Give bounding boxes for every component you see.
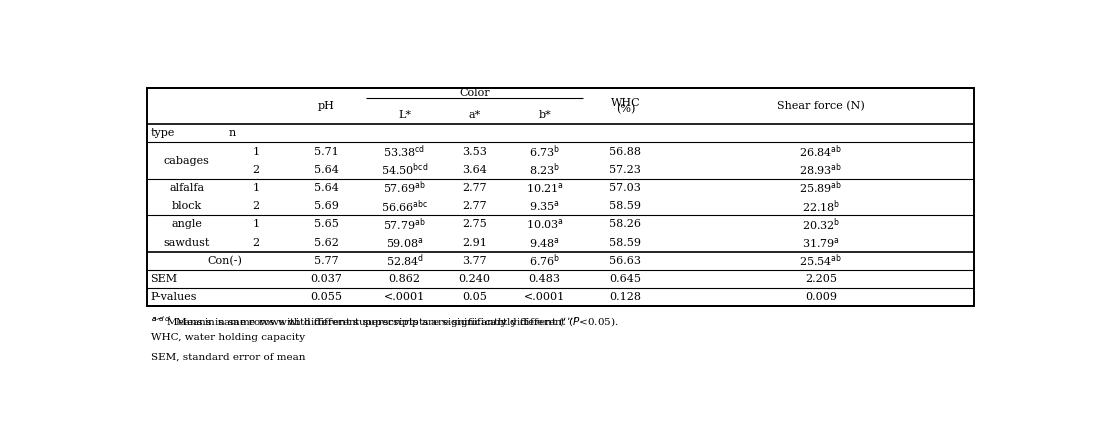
Text: 9.48$^{\rm a}$: 9.48$^{\rm a}$ [529, 236, 560, 250]
Text: 5.64: 5.64 [313, 165, 339, 175]
Text: 2.77: 2.77 [463, 183, 487, 193]
Text: 28.93$^{\rm ab}$: 28.93$^{\rm ab}$ [799, 162, 843, 178]
Text: 5.69: 5.69 [313, 201, 339, 211]
Text: type: type [150, 128, 175, 139]
Text: 20.32$^{\rm b}$: 20.32$^{\rm b}$ [801, 216, 840, 233]
Text: 2: 2 [252, 201, 260, 211]
Text: <.0001: <.0001 [524, 292, 566, 302]
Text: 3.64: 3.64 [463, 165, 487, 175]
Text: SEM, standard error of mean: SEM, standard error of mean [150, 353, 305, 362]
Text: 57.69$^{\rm ab}$: 57.69$^{\rm ab}$ [384, 180, 426, 196]
Text: 22.18$^{\rm b}$: 22.18$^{\rm b}$ [801, 198, 840, 215]
Text: 5.77: 5.77 [313, 256, 339, 266]
Text: L*: L* [398, 110, 411, 120]
Text: 31.79$^{\rm a}$: 31.79$^{\rm a}$ [802, 236, 840, 250]
Text: 59.08$^{\rm a}$: 59.08$^{\rm a}$ [386, 236, 423, 250]
Text: 2: 2 [252, 238, 260, 248]
Text: 56.63: 56.63 [609, 256, 641, 266]
Text: 0.645: 0.645 [609, 274, 641, 284]
Text: 5.65: 5.65 [313, 219, 339, 229]
Text: 0.009: 0.009 [804, 292, 836, 302]
Text: 0.037: 0.037 [310, 274, 342, 284]
Text: 1: 1 [252, 146, 260, 156]
Text: WHC: WHC [610, 98, 640, 108]
Text: 2: 2 [252, 165, 260, 175]
Text: sawdust: sawdust [163, 238, 209, 248]
Text: 58.26: 58.26 [609, 219, 641, 229]
Text: b*: b* [538, 110, 551, 120]
Text: 1: 1 [252, 183, 260, 193]
Text: 52.84$^{\rm d}$: 52.84$^{\rm d}$ [386, 253, 423, 269]
Text: 0.128: 0.128 [609, 292, 641, 302]
Text: 58.59: 58.59 [609, 238, 641, 248]
Text: $^{a-d}$  Means in same rows with different superscripts are significantly diffe: $^{a-d}$ Means in same rows with differe… [150, 314, 618, 329]
Text: Shear force (N): Shear force (N) [777, 101, 865, 111]
Text: n: n [229, 128, 236, 139]
Text: 9.35$^{\rm a}$: 9.35$^{\rm a}$ [529, 199, 560, 213]
Text: pH: pH [318, 101, 334, 111]
Text: 56.66$^{\rm abc}$: 56.66$^{\rm abc}$ [381, 198, 429, 215]
Text: 56.88: 56.88 [609, 146, 641, 156]
Text: 5.64: 5.64 [313, 183, 339, 193]
Text: 2.75: 2.75 [463, 219, 487, 229]
Text: 0.862: 0.862 [389, 274, 421, 284]
Text: P-values: P-values [150, 292, 197, 302]
Text: 57.03: 57.03 [609, 183, 641, 193]
Text: 54.50$^{\rm bcd}$: 54.50$^{\rm bcd}$ [380, 162, 429, 178]
Text: block: block [172, 201, 202, 211]
Text: Color: Color [459, 88, 490, 98]
Text: 1: 1 [252, 219, 260, 229]
Text: alfalfa: alfalfa [169, 183, 204, 193]
Text: 0.055: 0.055 [310, 292, 342, 302]
Text: Con(-): Con(-) [207, 256, 242, 266]
Text: angle: angle [171, 219, 202, 229]
Text: (%): (%) [616, 104, 635, 114]
Bar [147, 88, 973, 306]
Text: 57.79$^{\rm ab}$: 57.79$^{\rm ab}$ [384, 216, 426, 233]
Text: 58.59: 58.59 [609, 201, 641, 211]
Text: WHC, water holding capacity: WHC, water holding capacity [150, 333, 305, 343]
Text: SEM: SEM [150, 274, 178, 284]
Text: 53.38$^{\rm cd}$: 53.38$^{\rm cd}$ [384, 143, 425, 160]
Text: 10.21$^{\rm a}$: 10.21$^{\rm a}$ [526, 181, 563, 195]
Text: 26.84$^{\rm ab}$: 26.84$^{\rm ab}$ [799, 143, 842, 160]
Text: 2.205: 2.205 [804, 274, 836, 284]
Text: 5.71: 5.71 [313, 146, 339, 156]
Text: <.0001: <.0001 [384, 292, 425, 302]
Text: 6.76$^{\rm b}$: 6.76$^{\rm b}$ [529, 253, 560, 269]
Text: 10.03$^{\rm a}$: 10.03$^{\rm a}$ [526, 218, 563, 232]
Text: 5.62: 5.62 [313, 238, 339, 248]
Text: 0.240: 0.240 [458, 274, 491, 284]
Text: 0.05: 0.05 [463, 292, 487, 302]
Text: 3.77: 3.77 [463, 256, 487, 266]
Text: 25.89$^{\rm ab}$: 25.89$^{\rm ab}$ [799, 180, 842, 196]
Text: 3.53: 3.53 [463, 146, 487, 156]
Text: 8.23$^{\rm b}$: 8.23$^{\rm b}$ [529, 162, 560, 178]
Text: $^{a\text{-}d}$ Means in same rows with different superscripts are significantly: $^{a\text{-}d}$ Means in same rows with … [150, 314, 576, 329]
Text: cabages: cabages [163, 156, 209, 166]
Text: a*: a* [468, 110, 481, 120]
Text: 2.91: 2.91 [463, 238, 487, 248]
Text: 57.23: 57.23 [609, 165, 641, 175]
Text: 2.77: 2.77 [463, 201, 487, 211]
Text: 0.483: 0.483 [528, 274, 561, 284]
Text: 6.73$^{\rm b}$: 6.73$^{\rm b}$ [529, 143, 560, 160]
Text: 25.54$^{\rm ab}$: 25.54$^{\rm ab}$ [799, 253, 843, 269]
